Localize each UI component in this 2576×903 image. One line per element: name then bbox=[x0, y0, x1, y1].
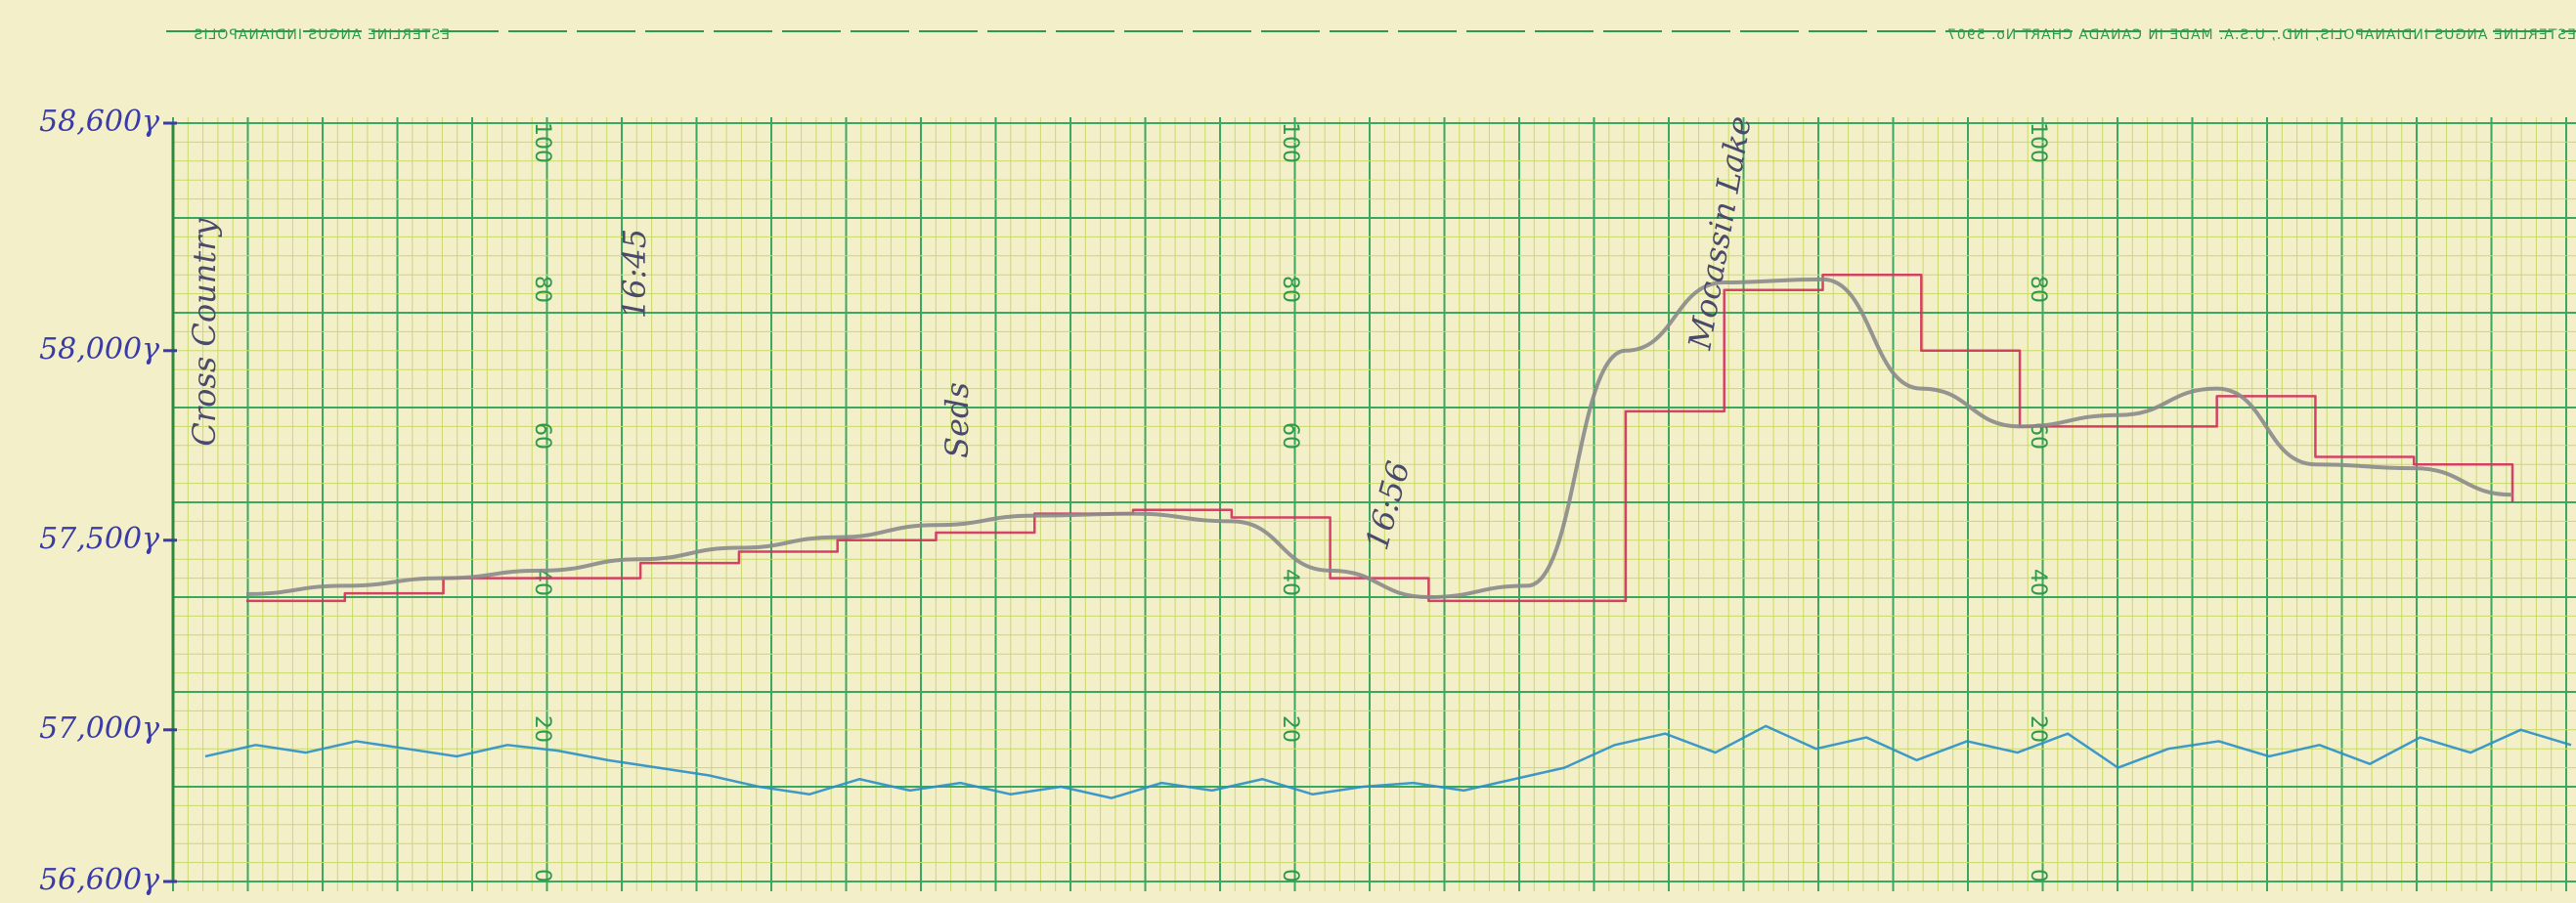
series-line bbox=[245, 277, 2513, 599]
paper-header-right: ESTERLINE ANGUS INDIANAPOLIS, IND., U.S.… bbox=[1946, 27, 2576, 43]
y-tick-label: 57,500γ bbox=[39, 522, 159, 556]
paper-scale-label: 100 bbox=[530, 122, 554, 163]
paper-scale-label: 100 bbox=[2026, 122, 2050, 163]
paper-grid bbox=[172, 117, 2576, 891]
paper-scale-label: 20 bbox=[1278, 715, 1302, 743]
paper-scale-label: 60 bbox=[1278, 422, 1302, 450]
annotation: Cross Country bbox=[186, 217, 223, 446]
paper-scale-label: 80 bbox=[1278, 276, 1302, 303]
annotation: Seds bbox=[939, 382, 976, 458]
y-tick-label: 57,000γ bbox=[39, 711, 159, 746]
paper-scale-label: 0 bbox=[530, 869, 554, 882]
y-tick-label: 56,600γ bbox=[39, 863, 159, 897]
paper-scale-label: 40 bbox=[2026, 569, 2050, 596]
paper-header-left: ESTERLINE ANGUS INDIANAPOLIS bbox=[194, 27, 450, 43]
paper-scale-label: 80 bbox=[2026, 276, 2050, 303]
series-line bbox=[204, 724, 2572, 799]
paper-scale-label: 20 bbox=[2026, 715, 2050, 743]
paper-scale-label: 20 bbox=[530, 715, 554, 743]
paper-scale-label: 40 bbox=[530, 569, 554, 596]
paper-scale-label: 0 bbox=[1278, 869, 1302, 882]
paper-scale-label: 40 bbox=[1278, 569, 1302, 596]
annotation: 16:45 bbox=[616, 229, 653, 319]
paper-scale-label: 80 bbox=[530, 276, 554, 303]
paper-scale-label: 60 bbox=[530, 422, 554, 450]
y-tick-label: 58,600γ bbox=[39, 105, 159, 139]
paper-scale-label: 100 bbox=[1278, 122, 1302, 163]
series-line bbox=[246, 273, 2514, 603]
paper-scale-label: 0 bbox=[2026, 869, 2050, 882]
y-tick-label: 58,000γ bbox=[39, 332, 159, 366]
